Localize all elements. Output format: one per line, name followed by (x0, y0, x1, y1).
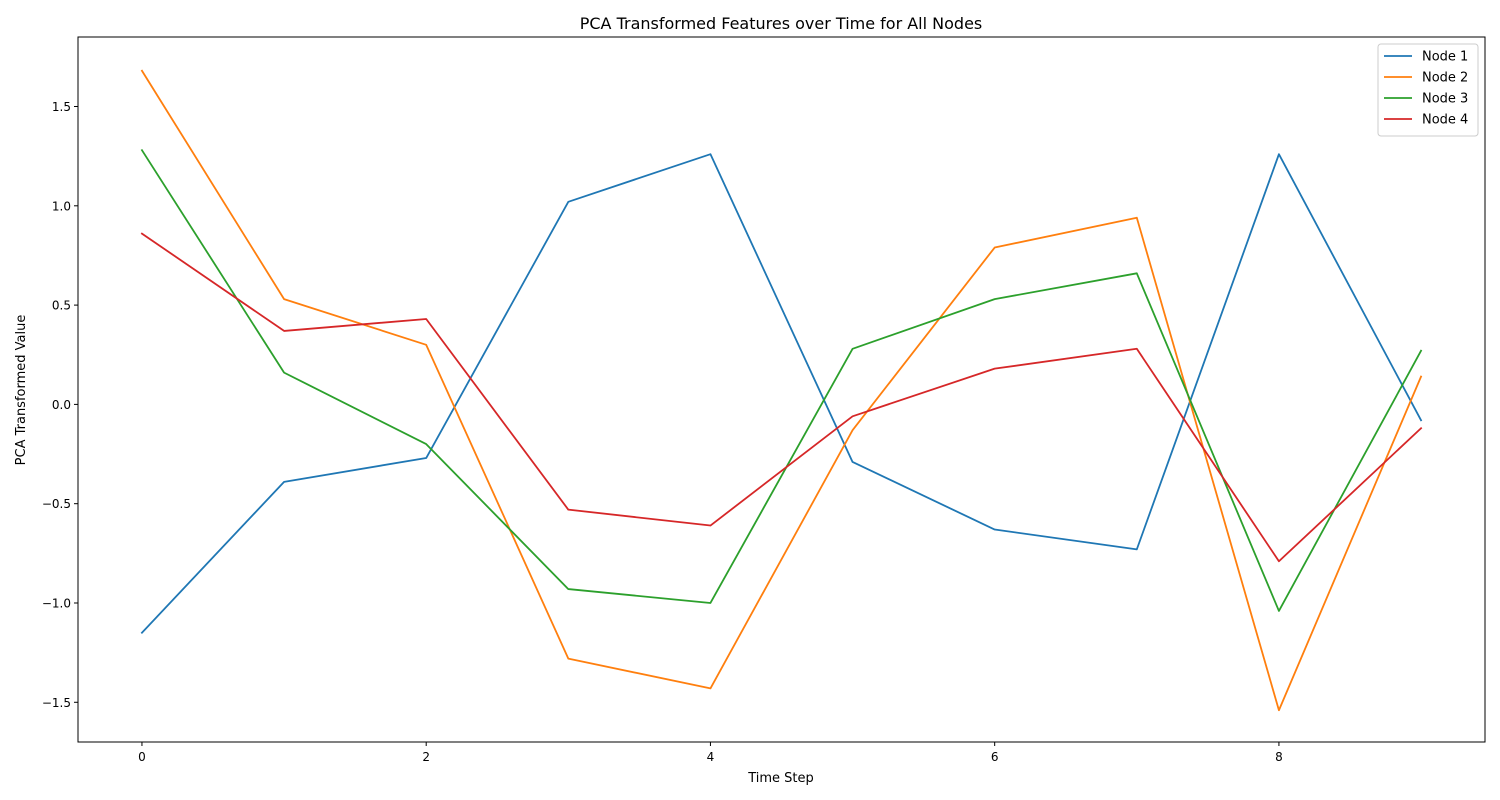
y-axis-label: PCA Transformed Value (14, 315, 29, 466)
legend-entry-2: Node 2 (1422, 71, 1468, 86)
chart-title: PCA Transformed Features over Time for A… (580, 14, 983, 33)
x-tick-label: 0 (138, 750, 146, 764)
x-tick-label: 8 (1275, 750, 1283, 764)
x-tick-label: 4 (707, 750, 715, 764)
y-tick-label: −1.5 (42, 696, 71, 710)
y-tick-label: 0.0 (52, 398, 71, 412)
legend-box (1377, 43, 1479, 137)
series-line-3 (140, 148, 1423, 612)
series-line-1 (140, 153, 1423, 635)
x-tick-label: 6 (991, 750, 999, 764)
legend-entry-1: Node 1 (1422, 50, 1468, 65)
y-tick-label: −1.0 (42, 596, 71, 610)
plot-frame (77, 36, 1486, 743)
legend-entry-4: Node 4 (1422, 113, 1468, 128)
y-tick-label: 0.5 (52, 299, 71, 313)
series-line-4 (140, 232, 1423, 563)
x-axis-label: Time Step (747, 771, 814, 786)
plot-area: 0 2 4 6 8 −1.5 −1.0 −0.5 0.0 0.5 1.0 1.5 Node 1 Node … (42, 36, 1486, 764)
legend-entry-3: Node 3 (1422, 92, 1468, 107)
series-line-2 (140, 69, 1423, 712)
y-tick-label: 1.0 (52, 199, 71, 213)
y-tick-label: 1.5 (52, 100, 71, 114)
x-tick-label: 2 (422, 750, 430, 764)
y-tick-label: −0.5 (42, 497, 71, 511)
